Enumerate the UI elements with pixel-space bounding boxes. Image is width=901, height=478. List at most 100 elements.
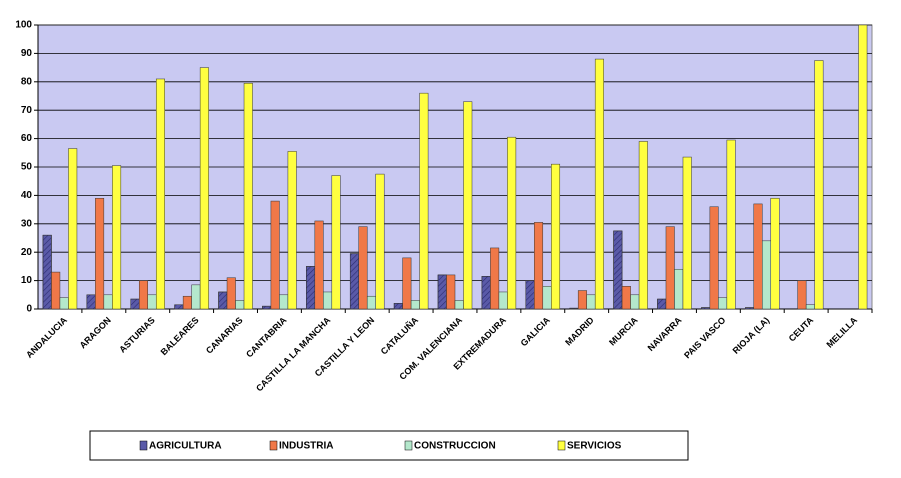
bar	[410, 300, 420, 310]
x-tick-label: PAIS VASCO	[682, 315, 727, 360]
legend-swatch	[139, 440, 148, 451]
bar-hatch	[306, 266, 316, 310]
bar-hatch	[218, 291, 228, 310]
bar-hatch	[130, 298, 140, 310]
bar	[366, 295, 376, 310]
bar	[155, 78, 165, 310]
bar	[762, 240, 772, 310]
bar-hatch	[174, 304, 184, 310]
bar-hatch	[42, 234, 52, 310]
bar	[490, 247, 500, 310]
bar	[709, 206, 719, 310]
legend: AGRICULTURA INDUSTRIA CONSTRUCCION SERVICIO…	[89, 430, 689, 461]
x-tick-label: MURCIA	[607, 315, 640, 348]
bar-hatch	[481, 276, 491, 310]
bar	[358, 226, 368, 310]
y-tick-label: 100	[15, 20, 32, 31]
bar	[621, 286, 631, 310]
bar	[665, 226, 675, 310]
bar	[446, 274, 456, 310]
y-tick-label: 0	[26, 304, 32, 315]
bar-hatch	[613, 230, 623, 310]
bar-hatch	[393, 303, 403, 310]
bar	[594, 58, 604, 310]
y-tick-label: 70	[21, 105, 33, 116]
x-tick-label: CANTABRIA	[244, 315, 289, 360]
bar	[243, 82, 253, 310]
bar-hatch	[437, 274, 447, 310]
y-tick-label: 90	[21, 48, 33, 59]
bar-hatch	[262, 305, 272, 310]
y-tick-label: 30	[21, 218, 33, 229]
x-tick-label: CANARIAS	[204, 315, 245, 356]
bar-hatch	[525, 280, 535, 310]
bar	[103, 294, 113, 310]
x-tick-label: CASTILLA LA MANCHA	[254, 315, 333, 394]
bar	[323, 291, 333, 310]
bar-hatch	[745, 307, 755, 310]
legend-label: CONSTRUCCION	[414, 441, 496, 452]
bar	[226, 277, 236, 310]
x-tick-label: MELILLA	[824, 315, 859, 350]
legend-label: SERVICIOS	[567, 441, 622, 452]
legend-swatch	[404, 440, 413, 451]
x-tick-label: NAVARRA	[646, 315, 684, 353]
y-tick-label: 40	[21, 190, 33, 201]
legend-label: AGRICULTURA	[149, 441, 222, 452]
bar	[638, 141, 648, 310]
bar	[419, 92, 429, 310]
y-tick-label: 10	[21, 275, 33, 286]
bar	[463, 101, 473, 310]
y-tick-label: 80	[21, 76, 33, 87]
y-tick-label: 20	[21, 247, 33, 258]
x-tick-label: CATALUÑA	[379, 315, 421, 357]
bar	[68, 148, 78, 310]
bar	[682, 156, 692, 310]
bar	[542, 286, 552, 310]
bar	[287, 151, 297, 310]
bar	[314, 220, 324, 310]
x-tick-label: CEUTA	[787, 315, 816, 344]
bar	[858, 24, 868, 310]
legend-swatch	[269, 440, 278, 451]
x-tick-label: GALICIA	[519, 315, 553, 349]
bar-hatch	[569, 307, 579, 310]
bar	[51, 271, 61, 310]
bar	[279, 294, 289, 310]
bar	[586, 294, 596, 310]
legend-swatch	[557, 440, 566, 451]
bar	[814, 60, 824, 310]
bar	[770, 197, 780, 310]
x-tick-label: ANDALUCIA	[24, 315, 69, 360]
bar	[454, 300, 464, 310]
bar	[147, 294, 157, 310]
legend-label: INDUSTRIA	[279, 441, 333, 452]
bar-hatch	[701, 307, 711, 310]
bar	[138, 280, 148, 310]
bar	[498, 291, 508, 310]
bar	[753, 203, 763, 310]
y-tick-label: 60	[21, 133, 33, 144]
bar	[630, 294, 640, 310]
bar	[95, 197, 105, 310]
bar	[805, 304, 815, 310]
x-tick-label: MADRID	[563, 315, 596, 348]
bar-hatch	[86, 294, 96, 310]
bar	[797, 280, 807, 310]
bar	[331, 175, 341, 310]
x-tick-label: BALEARES	[159, 315, 201, 357]
bar-hatch	[349, 253, 359, 310]
bar	[199, 67, 209, 310]
x-tick-label: RIOJA (LA)	[731, 315, 772, 356]
bar	[235, 300, 245, 310]
bar	[507, 136, 517, 310]
bar	[402, 257, 412, 310]
bar	[375, 173, 385, 310]
bar-hatch	[657, 298, 667, 310]
bar	[577, 290, 587, 310]
bar	[191, 284, 201, 310]
bar	[112, 165, 122, 310]
x-tick-label: ARAGON	[78, 315, 113, 350]
y-tick-label: 50	[21, 162, 33, 173]
